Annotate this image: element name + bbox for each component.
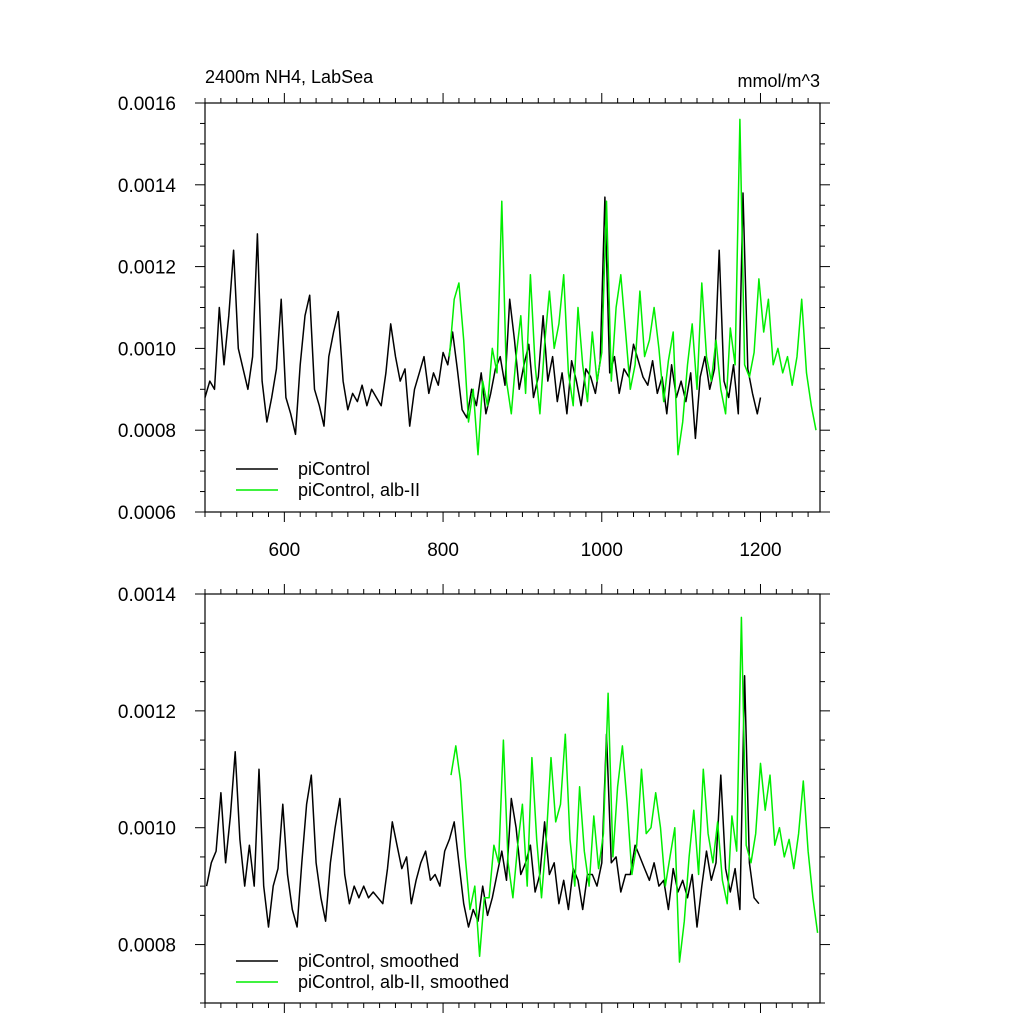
top-legend: piControl piControl, alb-II <box>236 459 420 500</box>
legend-label-picontrol-smoothed: piControl, smoothed <box>298 951 459 971</box>
y-tick-label: 0.0012 <box>118 702 176 723</box>
top-plot-frame <box>204 102 821 513</box>
series-line-picontrol <box>204 192 762 440</box>
y-tick-label: 0.0008 <box>118 421 176 442</box>
bottom-plot-frame <box>204 593 821 1004</box>
y-tick-label: 0.0010 <box>118 339 176 360</box>
x-tick-label: 800 <box>427 540 459 561</box>
units-label: mmol/m^3 <box>738 71 820 91</box>
chart-title: 2400m NH4, LabSea <box>205 67 374 87</box>
top-series-group <box>204 118 817 456</box>
y-tick-label: 0.0006 <box>118 503 176 524</box>
series-line-picontrol <box>205 675 760 928</box>
y-tick-label: 0.0008 <box>118 936 176 957</box>
bottom-panel: 0.0008 0.0010 0.0012 0.0014 piControl, smoo… <box>118 584 830 1013</box>
bottom-ticks-group: 0.0008 0.0010 0.0012 0.0014 <box>118 584 830 1013</box>
legend-label-alb-ii: piControl, alb-II <box>298 480 420 500</box>
top-panel: 2400m NH4, LabSea mmol/m^3 600 800 1000 120… <box>118 67 830 561</box>
series-line-alb-ii <box>448 118 817 456</box>
y-tick-label: 0.0016 <box>118 94 176 115</box>
y-tick-label: 0.0012 <box>118 258 176 279</box>
legend-label-alb-ii-smoothed: piControl, alb-II, smoothed <box>298 972 509 992</box>
bottom-series-group <box>205 616 819 963</box>
bottom-legend: piControl, smoothed piControl, alb-II, s… <box>236 951 509 992</box>
x-tick-label: 1000 <box>581 540 623 561</box>
y-tick-label: 0.0014 <box>118 176 177 197</box>
x-tick-label: 600 <box>269 540 301 561</box>
y-tick-label: 0.0014 <box>118 585 177 606</box>
legend-label-picontrol: piControl <box>298 459 370 479</box>
y-tick-label: 0.0010 <box>118 819 176 840</box>
top-ticks-group: 600 800 1000 1200 0.0006 0.0008 0.0010 0.0012 0.… <box>118 93 830 561</box>
x-tick-label: 1200 <box>739 540 781 561</box>
series-line-alb-ii <box>450 616 819 963</box>
